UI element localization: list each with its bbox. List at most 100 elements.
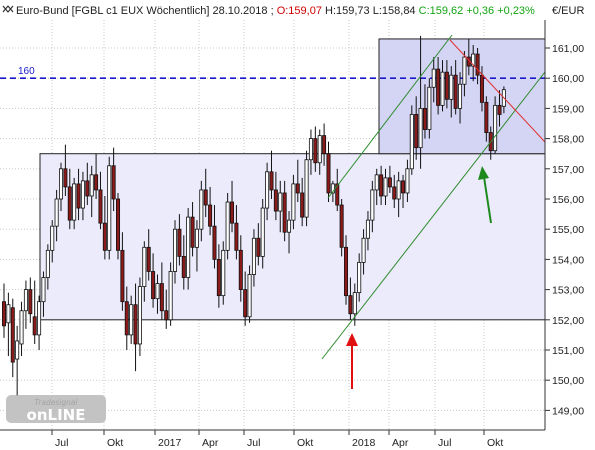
candle-body <box>497 104 502 115</box>
candle-body <box>76 183 81 209</box>
watermark-brand: Tradesignal <box>34 398 78 407</box>
x-tick-label: 2018 <box>352 437 376 449</box>
candle-body <box>493 104 498 152</box>
candle <box>278 180 283 233</box>
candle-body <box>458 83 463 109</box>
candle <box>190 202 195 257</box>
candle <box>94 153 99 199</box>
candle-body <box>67 186 72 221</box>
candle <box>212 205 217 269</box>
candle-body <box>146 246 151 272</box>
candle <box>80 171 85 221</box>
candle-body <box>330 183 335 194</box>
candle <box>484 96 489 142</box>
y-tick-label: 157,00 <box>552 164 584 176</box>
candle-body <box>282 192 287 233</box>
candle-body <box>45 249 50 278</box>
candle <box>208 186 213 236</box>
candle <box>462 51 467 97</box>
candle-body <box>137 286 142 345</box>
candle-body <box>243 289 248 318</box>
y-tick-label: 155,00 <box>552 224 584 236</box>
candle-body <box>269 171 274 191</box>
watermark-badge <box>6 395 106 423</box>
candle <box>444 60 449 109</box>
candle <box>199 180 204 242</box>
candle-body <box>265 171 270 209</box>
candle <box>401 174 406 209</box>
candle <box>168 262 173 326</box>
trendline-down <box>449 39 546 143</box>
candle-body <box>28 289 33 315</box>
candle <box>129 295 134 344</box>
candle-body <box>37 301 42 336</box>
candle-body <box>405 168 410 194</box>
candle-body <box>102 222 107 251</box>
candle <box>458 72 463 124</box>
candle-body <box>94 174 99 191</box>
candle-body <box>111 165 116 200</box>
level-line-label: 160 <box>18 66 35 77</box>
candle <box>107 156 112 260</box>
candle <box>265 162 270 221</box>
candle-body <box>50 225 55 251</box>
candle <box>449 66 454 118</box>
candle-body <box>251 237 256 275</box>
candle <box>116 192 121 260</box>
candle <box>322 123 327 166</box>
candle-body <box>453 74 458 109</box>
y-tick-label: 159,00 <box>552 103 584 115</box>
candle-body <box>414 114 419 149</box>
candle-body <box>72 183 77 221</box>
candle <box>392 174 397 209</box>
candle <box>181 235 186 290</box>
candle-body <box>462 56 467 85</box>
candle-body <box>304 159 309 218</box>
candle <box>203 168 208 218</box>
candle <box>396 171 401 218</box>
candle <box>273 171 278 221</box>
candle-body <box>221 249 226 297</box>
candle <box>418 35 423 169</box>
candle-body <box>484 101 489 133</box>
candle-body <box>80 180 85 209</box>
y-tick-label: 149,00 <box>552 405 584 417</box>
x-tick-label: Okt <box>107 437 123 449</box>
candle <box>50 220 55 263</box>
candle <box>216 244 221 308</box>
candle-body <box>291 183 296 221</box>
candle-body <box>85 180 90 197</box>
candle <box>102 195 107 260</box>
candle-body <box>23 289 28 312</box>
candle-body <box>475 53 480 76</box>
candle-body <box>418 108 423 149</box>
candle <box>475 48 480 85</box>
candle-body <box>273 189 278 212</box>
candle-body <box>6 304 11 324</box>
candle-body <box>230 201 235 224</box>
candle <box>155 274 160 314</box>
candle <box>348 277 353 320</box>
candle-body <box>151 271 156 300</box>
trendline-upper <box>327 34 453 199</box>
candle <box>493 96 498 154</box>
arrow-green-head <box>478 166 489 180</box>
candle <box>225 192 230 260</box>
chevron-down-icon[interactable] <box>2 5 14 13</box>
candle <box>37 295 42 350</box>
candle <box>370 180 375 233</box>
candle <box>269 150 274 199</box>
candle <box>497 90 502 127</box>
candle <box>431 57 436 103</box>
candle-body <box>168 271 173 321</box>
candle-body <box>186 216 191 278</box>
candle <box>251 229 256 287</box>
y-tick-label: 151,00 <box>552 345 584 357</box>
candle-body <box>98 189 103 224</box>
candle-body <box>190 216 195 248</box>
tradesignal-watermark: Tradesignal onLINE <box>6 395 106 424</box>
candle-body <box>177 228 182 257</box>
candle-body <box>2 301 7 327</box>
candle <box>173 220 178 284</box>
